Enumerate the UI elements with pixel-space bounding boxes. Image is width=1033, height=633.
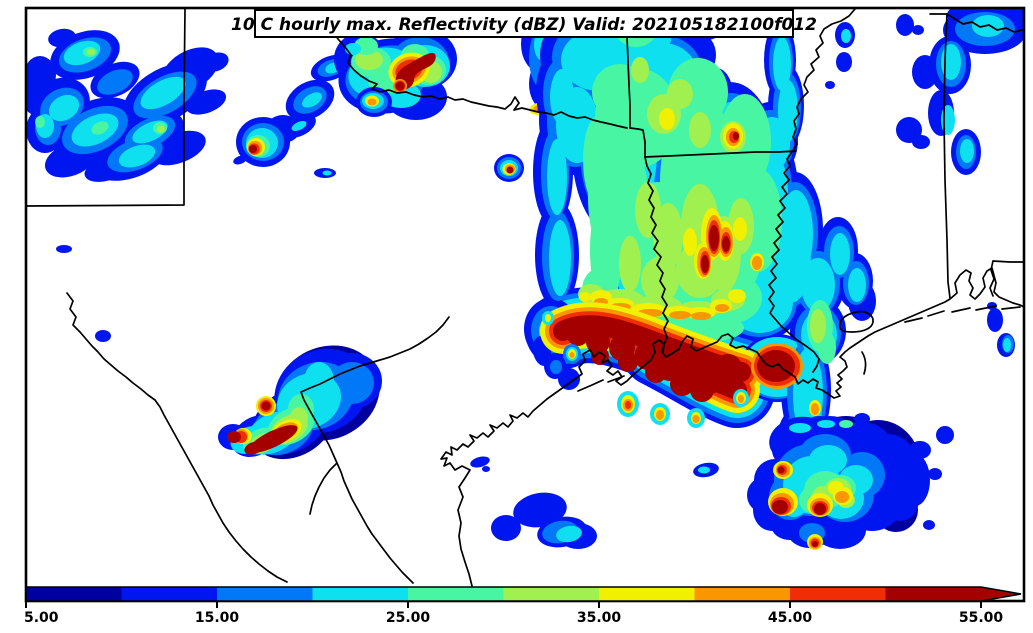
texas-river-west <box>66 292 288 583</box>
title-box: 10 C hourly max. Reflectivity (dBZ) Vali… <box>231 9 817 38</box>
squall-tip-cells <box>542 311 749 428</box>
page-title: 10 C hourly max. Reflectivity (dBZ) Vali… <box>231 15 817 35</box>
colorbar-ticks <box>25 601 982 608</box>
tick-label-25: 25.00 <box>386 610 431 626</box>
region-gulf-small-cells <box>470 456 719 549</box>
region-northwest-cluster <box>26 28 229 253</box>
gulf-coastline <box>440 267 1024 587</box>
region-southeast-gulf-cluster <box>747 413 954 550</box>
tennessee-river <box>946 13 1023 33</box>
colorbar-segments <box>26 587 1021 601</box>
texas-river-east <box>300 316 450 584</box>
reflectivity-field <box>26 8 1024 550</box>
border-mississippi-alabama <box>929 13 951 299</box>
tick-label-45: 45.00 <box>768 610 813 626</box>
colorbar: 5.00 15.00 25.00 35.00 45.00 55.00 <box>24 586 1022 626</box>
border-red-river <box>332 30 628 129</box>
texas-river-fork <box>309 462 338 515</box>
complex-dark-red-cores <box>701 132 739 273</box>
border-arkansas-louisiana <box>644 150 797 158</box>
tick-label-55: 55.00 <box>959 610 1004 626</box>
tick-label-5: 5.00 <box>24 610 59 626</box>
border-new-mexico-texas <box>26 8 186 207</box>
mississippi-river <box>768 8 856 373</box>
tick-label-15: 15.00 <box>195 610 240 626</box>
tick-label-35: 35.00 <box>577 610 622 626</box>
barrier-islands <box>577 305 1021 392</box>
border-alabama-florida <box>989 260 1024 297</box>
colorbar-outline <box>25 586 1022 602</box>
border-texas-arkansas <box>626 36 646 158</box>
region-louisiana-mississippi-complex <box>524 8 876 474</box>
lake-pontchartrain <box>838 310 874 333</box>
colorbar-over-arrow <box>981 587 1021 601</box>
geography-lines <box>26 8 1024 587</box>
title-box-frame <box>254 9 794 38</box>
colorbar-tick-labels: 5.00 15.00 25.00 35.00 45.00 55.00 <box>24 610 1003 626</box>
border-sabine-river <box>644 156 669 353</box>
region-scattered-east-cells <box>825 8 1024 357</box>
